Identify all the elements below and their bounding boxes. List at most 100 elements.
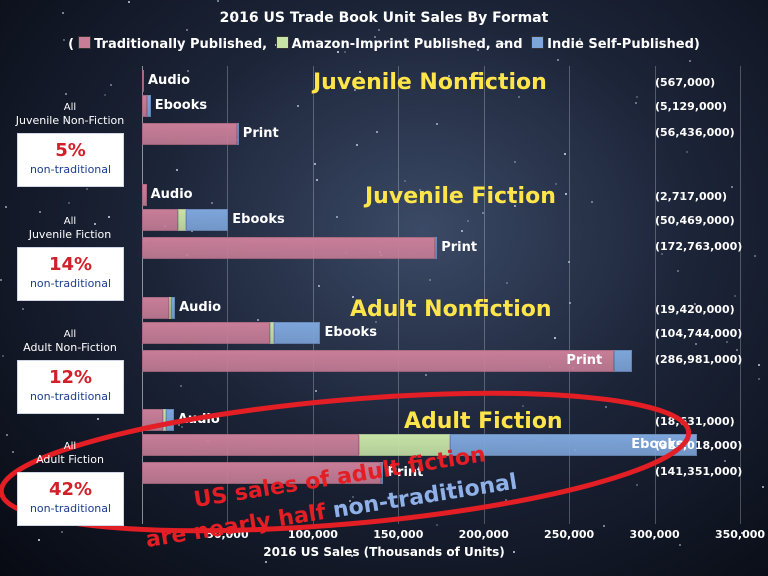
star [62,12,64,14]
gridline [569,66,570,524]
star [375,321,377,323]
legend-swatch-amazon [275,36,289,49]
star [352,496,354,498]
star [518,96,520,98]
star [436,524,438,526]
x-tick-label: 300,000 [629,528,680,541]
legend-open-paren: ( [68,37,75,52]
total-value-label: (19,420,000) [655,303,735,316]
star [470,310,472,312]
chart-title: 2016 US Trade Book Unit Sales By Format [219,10,549,26]
percent-value: 42% [48,479,93,500]
percent-subtitle: non-traditional [29,277,112,290]
star [513,551,515,553]
star [505,499,507,501]
total-value-label: (5,129,000) [655,100,727,113]
star [38,539,40,541]
star [554,337,556,339]
star [448,75,450,77]
bar-segment-indie [185,209,229,231]
star [86,188,88,190]
bar-segment-trad [142,184,147,206]
bar-segment-indie [381,462,384,484]
star [689,60,691,62]
star [217,0,219,2]
star [297,105,299,107]
group-left-label-line: Adult Non-Fiction [23,341,117,354]
gridline [398,66,399,524]
star [314,163,316,165]
star [461,230,463,232]
total-value-label: (50,469,000) [655,214,735,227]
star [264,133,266,135]
star [734,295,736,297]
bar-segment-trad [142,237,435,259]
bar-segment-trad [142,350,614,372]
x-tick-label: 250,000 [544,528,595,541]
star [257,319,259,321]
category-title: Juvenile Fiction [365,184,556,209]
star [514,205,516,207]
bar-segment-indie [274,322,321,344]
star [12,451,14,453]
star [104,94,106,96]
gridline [313,66,314,524]
format-label: Audio [179,300,222,315]
star [253,15,255,17]
format-label: Print [387,465,424,480]
format-label: Ebooks [324,325,377,340]
star [695,343,697,345]
star [22,308,24,310]
star [191,230,193,232]
star [352,296,354,298]
star [68,202,70,204]
star [635,102,637,104]
bar-segment-indie [435,237,438,259]
star [568,261,570,263]
star [374,36,376,38]
star [232,16,234,18]
x-tick-label: 100,000 [287,528,338,541]
star [555,183,557,185]
gridline [655,66,656,524]
star [503,43,505,45]
bar-segment-indie [236,123,239,145]
star [376,131,378,133]
format-label: Audio [148,73,191,88]
star [758,378,760,380]
bar-segment-trad [142,70,144,92]
star [477,49,479,51]
star [522,405,524,407]
star [344,51,346,53]
star [686,151,688,153]
star [425,374,427,376]
format-label: Print [242,126,279,141]
star [677,270,679,272]
bar-segment-amazon [163,409,166,431]
bar-segment-amazon [168,297,172,319]
total-value-label: (286,981,000) [655,353,743,366]
legend-label-amazon: Amazon-Imprint Published, and [291,37,523,52]
star [61,531,63,533]
percent-value: 12% [48,367,93,388]
star [482,212,484,214]
format-label: Print [441,240,478,255]
format-label: Ebooks [154,98,208,113]
star [636,96,638,98]
star [467,220,469,222]
star [661,253,663,255]
percent-value: 14% [48,254,93,275]
percent-value: 5% [55,140,86,161]
star [6,434,8,436]
star [726,341,728,343]
bar-segment-trad [142,322,271,344]
group-left-label-line: All [63,441,77,452]
star [319,513,321,515]
star [176,169,178,171]
total-value-label: (172,763,000) [655,240,743,253]
x-tick-label: 200,000 [458,528,509,541]
category-title: Adult Fiction [404,409,563,434]
legend: (Traditionally Published, Amazon-Imprint… [0,36,768,52]
star [577,530,579,532]
